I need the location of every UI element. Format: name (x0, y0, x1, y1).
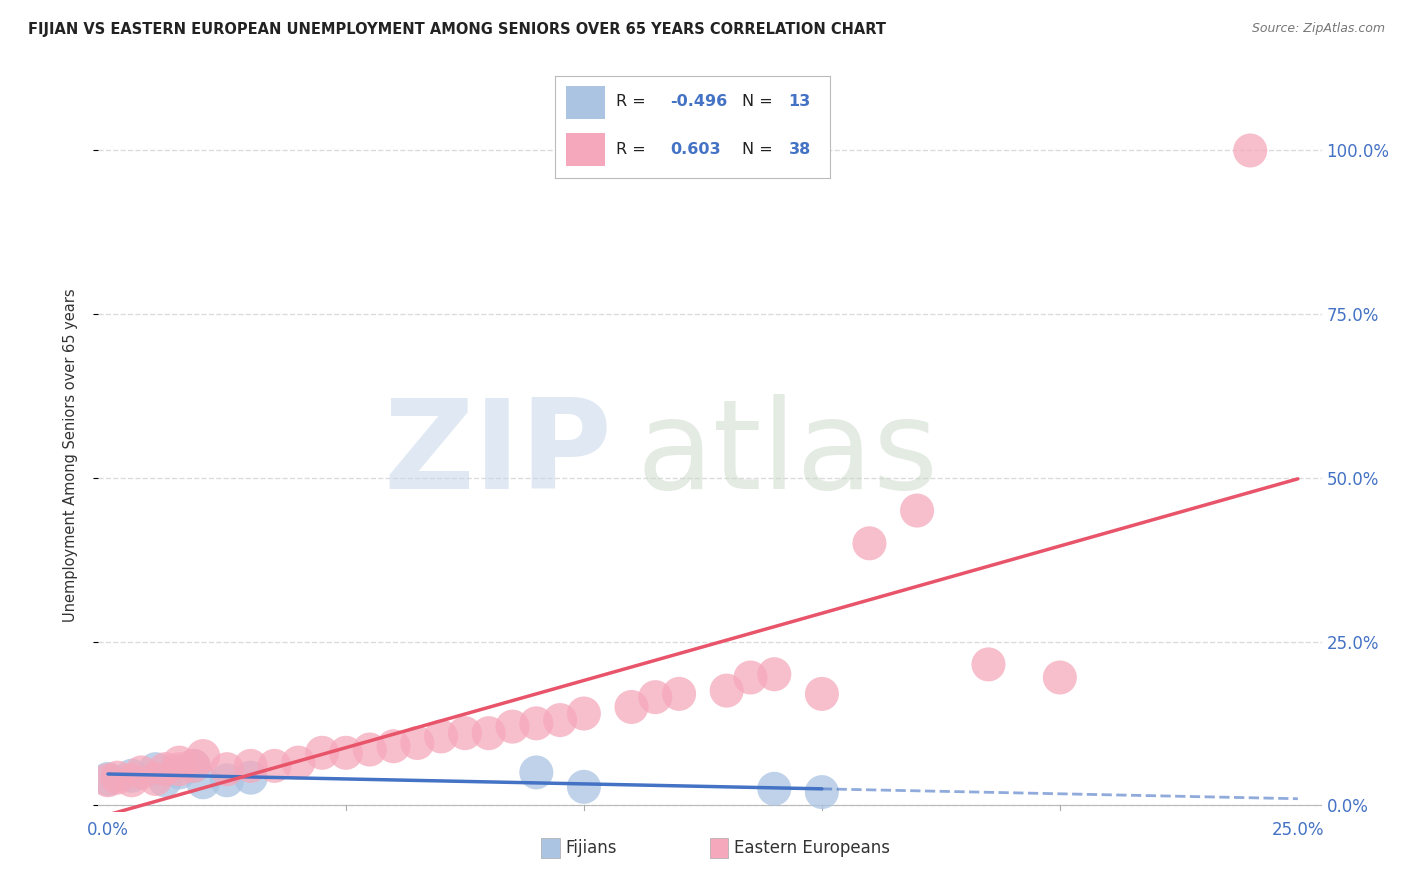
Point (668, 687, 690, 701)
Point (359, 742, 381, 756)
Text: Fijians: Fijians (565, 839, 617, 857)
Point (145, 772, 167, 786)
Text: atlas: atlas (637, 394, 939, 516)
Point (97, 773, 120, 788)
Point (763, 781, 786, 796)
Point (145, 762, 167, 776)
Point (644, 690, 666, 705)
Point (430, 730, 453, 744)
Point (1239, 144, 1261, 158)
Point (548, 713, 571, 727)
Point (215, 762, 238, 776)
Point (121, 769, 143, 783)
Text: Eastern Europeans: Eastern Europeans (734, 839, 890, 857)
Point (620, 700, 643, 714)
Point (97, 772, 120, 786)
Text: R =: R = (616, 142, 651, 157)
Text: N =: N = (742, 142, 778, 157)
Text: FIJIAN VS EASTERN EUROPEAN UNEMPLOYMENT AMONG SENIORS OVER 65 YEARS CORRELATION : FIJIAN VS EASTERN EUROPEAN UNEMPLOYMENT … (28, 22, 886, 37)
Point (169, 765, 191, 780)
Point (977, 657, 1000, 672)
FancyBboxPatch shape (567, 133, 605, 166)
Point (811, 785, 834, 799)
Point (572, 706, 595, 721)
Text: 38: 38 (789, 142, 811, 157)
Point (311, 746, 333, 760)
Point (239, 771, 262, 785)
Point (287, 756, 309, 770)
Point (524, 716, 547, 731)
Point (740, 671, 762, 685)
Text: N =: N = (742, 95, 778, 110)
Point (382, 739, 405, 754)
Point (811, 687, 834, 701)
FancyBboxPatch shape (567, 87, 605, 119)
Text: ZIP: ZIP (384, 394, 612, 516)
Point (153, 762, 176, 776)
Point (858, 536, 880, 550)
Y-axis label: Unemployment Among Seniors over 65 years: Unemployment Among Seniors over 65 years (63, 288, 77, 622)
Text: -0.496: -0.496 (671, 95, 728, 110)
Point (524, 765, 547, 780)
Point (191, 749, 214, 764)
Point (763, 667, 786, 681)
Point (454, 726, 477, 740)
Point (169, 762, 191, 776)
Point (502, 720, 524, 734)
Point (239, 759, 262, 773)
Point (153, 773, 176, 788)
Text: Source: ZipAtlas.com: Source: ZipAtlas.com (1251, 22, 1385, 36)
Point (716, 683, 738, 698)
Point (478, 726, 501, 740)
Point (215, 773, 238, 788)
Point (169, 756, 191, 770)
Point (121, 773, 143, 788)
Point (335, 746, 357, 760)
Point (263, 759, 285, 773)
Point (572, 780, 595, 794)
Point (183, 759, 205, 773)
Point (406, 736, 429, 750)
Point (183, 759, 205, 773)
Text: 0.603: 0.603 (671, 142, 721, 157)
Text: R =: R = (616, 95, 651, 110)
Point (107, 771, 129, 785)
Point (191, 775, 214, 789)
Point (1049, 671, 1071, 685)
Point (905, 503, 928, 517)
Point (129, 765, 152, 780)
Text: 13: 13 (789, 95, 811, 110)
